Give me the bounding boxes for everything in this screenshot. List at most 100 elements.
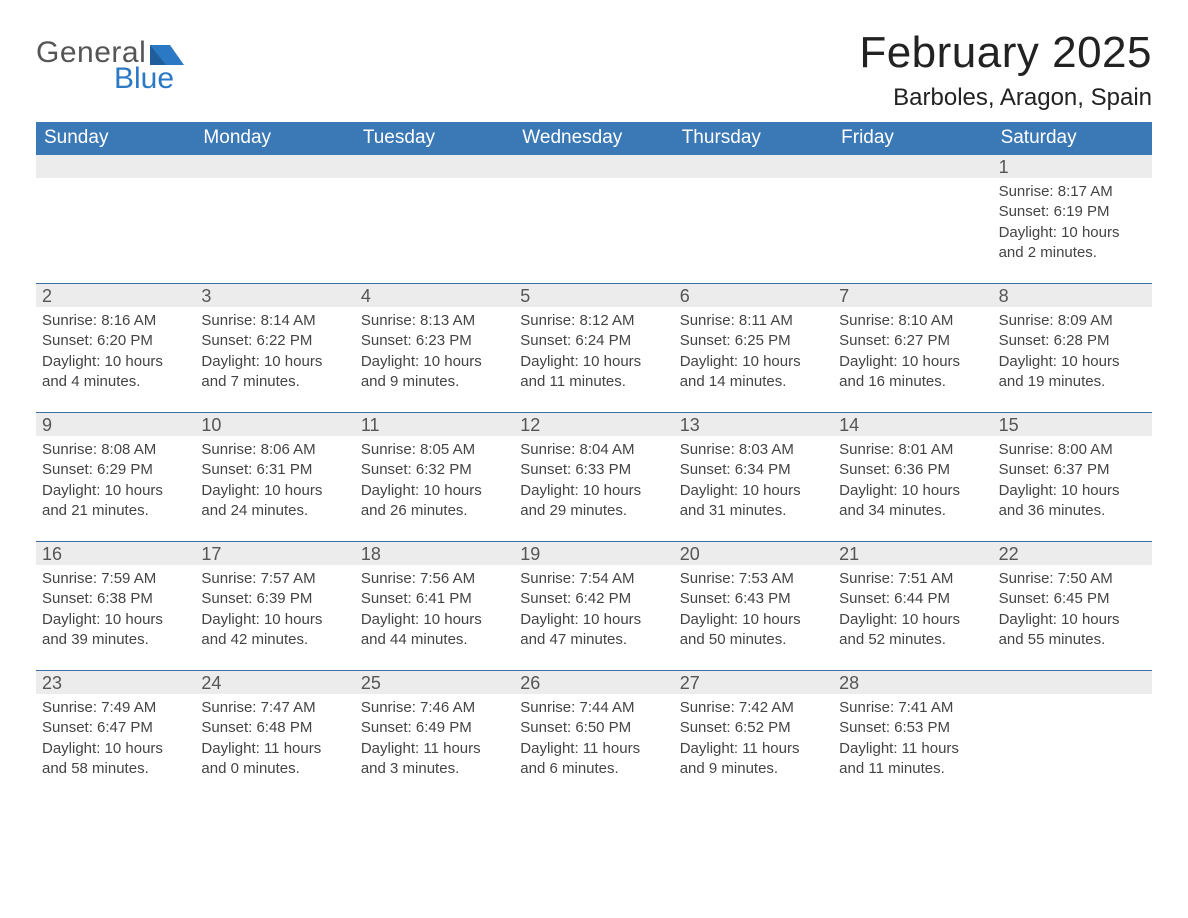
daylight-line: Daylight: 10 hours and 42 minutes.: [201, 610, 348, 651]
day-details: Sunrise: 7:46 AMSunset: 6:49 PMDaylight:…: [355, 694, 514, 783]
sunset-line: Sunset: 6:19 PM: [999, 202, 1146, 222]
daylight-line: Daylight: 10 hours and 16 minutes.: [839, 352, 986, 393]
sunset-line: Sunset: 6:38 PM: [42, 589, 189, 609]
day-details: [993, 694, 1152, 702]
day-details: Sunrise: 7:42 AMSunset: 6:52 PMDaylight:…: [674, 694, 833, 783]
sunrise-line: Sunrise: 8:05 AM: [361, 440, 508, 460]
day-details: [674, 178, 833, 186]
day-details: Sunrise: 8:16 AMSunset: 6:20 PMDaylight:…: [36, 307, 195, 396]
calendar-day-cell: 6Sunrise: 8:11 AMSunset: 6:25 PMDaylight…: [674, 284, 833, 412]
calendar-day-cell: [514, 155, 673, 283]
day-details: [833, 178, 992, 186]
day-number-band: 9: [36, 413, 195, 436]
sunset-line: Sunset: 6:33 PM: [520, 460, 667, 480]
daylight-line: Daylight: 10 hours and 26 minutes.: [361, 481, 508, 522]
day-number-band: 8: [993, 284, 1152, 307]
daylight-line: Daylight: 11 hours and 9 minutes.: [680, 739, 827, 780]
title-block: February 2025 Barboles, Aragon, Spain: [859, 28, 1152, 112]
day-details: Sunrise: 7:53 AMSunset: 6:43 PMDaylight:…: [674, 565, 833, 654]
daylight-line: Daylight: 10 hours and 2 minutes.: [999, 223, 1146, 264]
sunset-line: Sunset: 6:20 PM: [42, 331, 189, 351]
day-number-band: 25: [355, 671, 514, 694]
sunrise-line: Sunrise: 7:46 AM: [361, 698, 508, 718]
sunrise-line: Sunrise: 8:08 AM: [42, 440, 189, 460]
calendar-day-cell: [993, 671, 1152, 799]
sunset-line: Sunset: 6:36 PM: [839, 460, 986, 480]
day-number-band: 28: [833, 671, 992, 694]
day-number-band: 16: [36, 542, 195, 565]
day-details: Sunrise: 7:49 AMSunset: 6:47 PMDaylight:…: [36, 694, 195, 783]
sunrise-line: Sunrise: 8:17 AM: [999, 182, 1146, 202]
calendar-day-cell: [833, 155, 992, 283]
day-details: Sunrise: 8:13 AMSunset: 6:23 PMDaylight:…: [355, 307, 514, 396]
day-details: Sunrise: 8:05 AMSunset: 6:32 PMDaylight:…: [355, 436, 514, 525]
calendar-day-cell: [355, 155, 514, 283]
calendar-day-cell: [674, 155, 833, 283]
sunset-line: Sunset: 6:44 PM: [839, 589, 986, 609]
sunrise-line: Sunrise: 8:03 AM: [680, 440, 827, 460]
sunset-line: Sunset: 6:29 PM: [42, 460, 189, 480]
calendar-day-cell: 19Sunrise: 7:54 AMSunset: 6:42 PMDayligh…: [514, 542, 673, 670]
daylight-line: Daylight: 10 hours and 9 minutes.: [361, 352, 508, 393]
calendar-day-cell: 26Sunrise: 7:44 AMSunset: 6:50 PMDayligh…: [514, 671, 673, 799]
sunrise-line: Sunrise: 7:57 AM: [201, 569, 348, 589]
sunset-line: Sunset: 6:42 PM: [520, 589, 667, 609]
calendar-day-cell: 2Sunrise: 8:16 AMSunset: 6:20 PMDaylight…: [36, 284, 195, 412]
sunrise-line: Sunrise: 7:47 AM: [201, 698, 348, 718]
daylight-line: Daylight: 10 hours and 34 minutes.: [839, 481, 986, 522]
day-details: Sunrise: 8:12 AMSunset: 6:24 PMDaylight:…: [514, 307, 673, 396]
day-number-band: 21: [833, 542, 992, 565]
sunrise-line: Sunrise: 8:00 AM: [999, 440, 1146, 460]
day-details: [195, 178, 354, 186]
calendar-day-cell: 7Sunrise: 8:10 AMSunset: 6:27 PMDaylight…: [833, 284, 992, 412]
weekday-wednesday: Wednesday: [514, 122, 673, 155]
day-details: Sunrise: 8:09 AMSunset: 6:28 PMDaylight:…: [993, 307, 1152, 396]
sunrise-line: Sunrise: 7:41 AM: [839, 698, 986, 718]
calendar-grid: Sunday Monday Tuesday Wednesday Thursday…: [36, 122, 1152, 799]
weekday-monday: Monday: [195, 122, 354, 155]
day-number-band: 3: [195, 284, 354, 307]
calendar-day-cell: 23Sunrise: 7:49 AMSunset: 6:47 PMDayligh…: [36, 671, 195, 799]
daylight-line: Daylight: 10 hours and 50 minutes.: [680, 610, 827, 651]
day-number-band: 1: [993, 155, 1152, 178]
daylight-line: Daylight: 10 hours and 31 minutes.: [680, 481, 827, 522]
day-details: Sunrise: 8:10 AMSunset: 6:27 PMDaylight:…: [833, 307, 992, 396]
day-number-band: 4: [355, 284, 514, 307]
day-number-band: 12: [514, 413, 673, 436]
day-number-band: [833, 155, 992, 178]
sunset-line: Sunset: 6:48 PM: [201, 718, 348, 738]
sunset-line: Sunset: 6:34 PM: [680, 460, 827, 480]
day-number-band: 14: [833, 413, 992, 436]
sunrise-line: Sunrise: 8:04 AM: [520, 440, 667, 460]
day-number-band: 27: [674, 671, 833, 694]
sunset-line: Sunset: 6:49 PM: [361, 718, 508, 738]
day-number-band: 15: [993, 413, 1152, 436]
calendar-day-cell: [195, 155, 354, 283]
day-number-band: 17: [195, 542, 354, 565]
sunrise-line: Sunrise: 8:01 AM: [839, 440, 986, 460]
day-number-band: 18: [355, 542, 514, 565]
sunset-line: Sunset: 6:31 PM: [201, 460, 348, 480]
daylight-line: Daylight: 10 hours and 29 minutes.: [520, 481, 667, 522]
calendar-day-cell: 14 Sunrise: 8:01 AMSunset: 6:36 PMDayligh…: [833, 413, 992, 541]
sunset-line: Sunset: 6:41 PM: [361, 589, 508, 609]
calendar-week: 23Sunrise: 7:49 AMSunset: 6:47 PMDayligh…: [36, 670, 1152, 799]
calendar-day-cell: 17Sunrise: 7:57 AMSunset: 6:39 PMDayligh…: [195, 542, 354, 670]
day-number-band: [355, 155, 514, 178]
daylight-line: Daylight: 11 hours and 11 minutes.: [839, 739, 986, 780]
calendar-day-cell: 4Sunrise: 8:13 AMSunset: 6:23 PMDaylight…: [355, 284, 514, 412]
day-number-band: 10: [195, 413, 354, 436]
header-row: General Blue February 2025 Barboles, Ara…: [36, 28, 1152, 112]
daylight-line: Daylight: 10 hours and 55 minutes.: [999, 610, 1146, 651]
sunset-line: Sunset: 6:43 PM: [680, 589, 827, 609]
calendar-day-cell: 18Sunrise: 7:56 AMSunset: 6:41 PMDayligh…: [355, 542, 514, 670]
calendar-page: General Blue February 2025 Barboles, Ara…: [0, 0, 1188, 918]
day-number-band: 6: [674, 284, 833, 307]
sunrise-line: Sunrise: 8:10 AM: [839, 311, 986, 331]
sunrise-line: Sunrise: 8:09 AM: [999, 311, 1146, 331]
daylight-line: Daylight: 10 hours and 4 minutes.: [42, 352, 189, 393]
day-number-band: 23: [36, 671, 195, 694]
sunrise-line: Sunrise: 8:13 AM: [361, 311, 508, 331]
sunset-line: Sunset: 6:45 PM: [999, 589, 1146, 609]
calendar-day-cell: 20Sunrise: 7:53 AMSunset: 6:43 PMDayligh…: [674, 542, 833, 670]
